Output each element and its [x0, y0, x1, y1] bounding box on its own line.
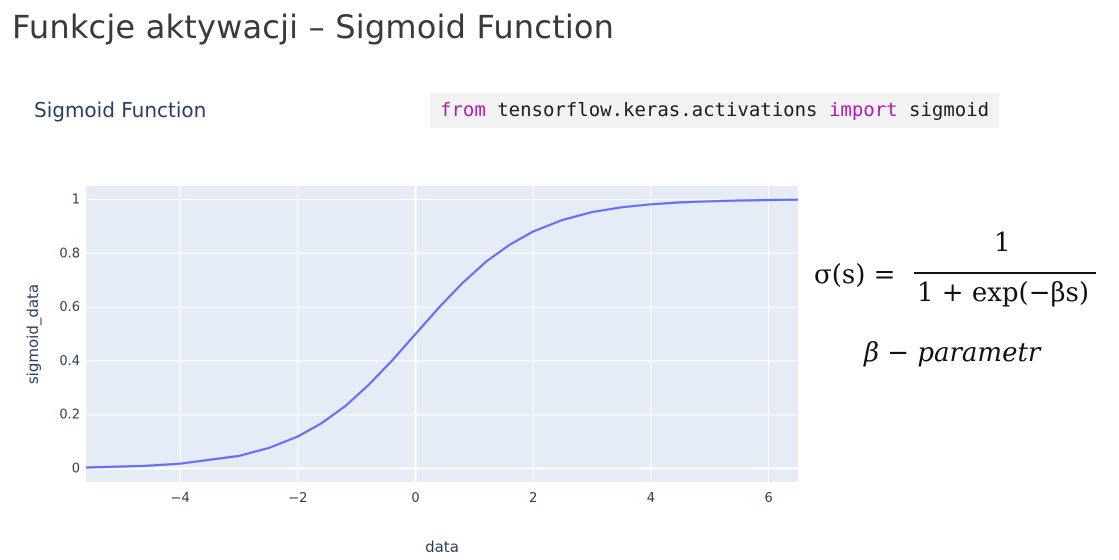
x-tick-label: −2 — [288, 491, 307, 506]
x-tick-label: 2 — [529, 491, 537, 506]
beta-parameter-note: β − parametr — [864, 338, 1041, 368]
y-tick-label: 0.8 — [59, 246, 80, 261]
chart-title: Sigmoid Function — [34, 98, 207, 122]
code-keyword-from: from — [440, 99, 486, 121]
fraction-bar — [914, 272, 1096, 274]
slide-title: Funkcje aktywacji – Sigmoid Function — [12, 8, 615, 46]
code-module: tensorflow.keras.activations — [485, 99, 829, 121]
grid-lines — [86, 186, 798, 482]
y-tick-label: 0.6 — [59, 300, 80, 315]
y-tick-label: 1 — [72, 192, 80, 207]
code-keyword-import: import — [828, 99, 898, 121]
series-layer — [85, 198, 799, 469]
sigmoid-line — [85, 198, 799, 469]
y-tick-label: 0.4 — [59, 354, 80, 369]
y-tick-label: 0 — [72, 462, 80, 477]
code-snippet: from tensorflow.keras.activations import… — [430, 93, 1000, 128]
x-tick-label: 6 — [764, 491, 772, 506]
formula-numerator: 1 — [994, 228, 1011, 258]
formula-denominator: 1 + exp(−βs) — [917, 278, 1089, 308]
y-tick-label: 0.2 — [59, 408, 80, 423]
formula-lhs: σ(s) = — [814, 260, 896, 290]
y-axis-title: sigmoid_data — [24, 284, 43, 384]
x-tick-label: 0 — [411, 491, 419, 506]
x-tick-label: 4 — [647, 491, 655, 506]
plot-background — [86, 186, 798, 482]
x-tick-label: −4 — [171, 491, 190, 506]
tick-labels: −4 −2 0 2 4 6 0 0.2 0.4 0.6 0.8 1 — [59, 192, 772, 506]
code-name: sigmoid — [897, 99, 990, 121]
x-axis-title: data — [425, 538, 459, 556]
